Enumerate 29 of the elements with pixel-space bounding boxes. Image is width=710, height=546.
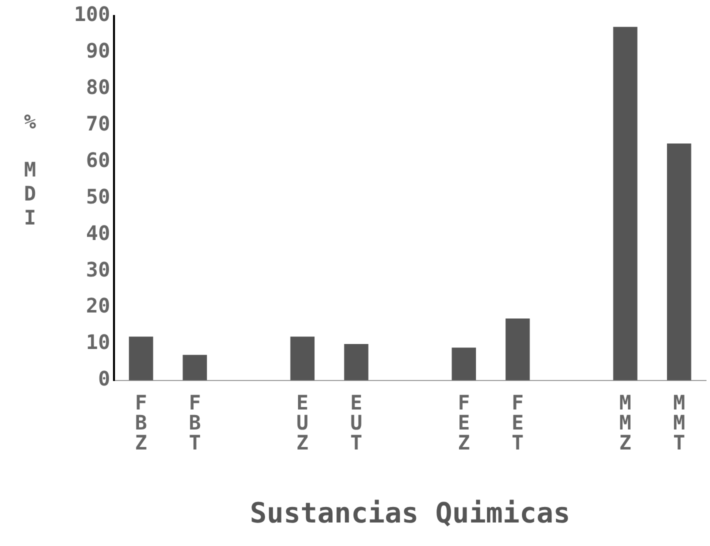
- bar: [182, 354, 207, 380]
- y-tick-label: 50: [86, 184, 110, 208]
- y-tick-label: 100: [74, 2, 110, 26]
- y-tick-label: 10: [86, 330, 110, 354]
- x-tick-label: FEZ: [458, 390, 470, 455]
- x-tick-label: FBZ: [135, 390, 148, 455]
- x-tick-label: MMT: [673, 390, 686, 455]
- x-tick-label: MMZ: [619, 390, 632, 455]
- y-tick-label: 20: [86, 294, 110, 318]
- y-tick-label: 0: [98, 366, 110, 391]
- x-tick-label: EUZ: [296, 390, 308, 455]
- y-tick-label: 60: [86, 148, 110, 172]
- bar: [666, 144, 692, 380]
- bar: [613, 26, 638, 380]
- bar: [128, 336, 154, 380]
- x-axis-title: Sustancias Quimicas: [250, 496, 570, 530]
- bar: [506, 318, 530, 380]
- x-tick-label: FET: [512, 390, 524, 455]
- y-tick-label: 80: [86, 75, 110, 100]
- x-tick-label: FBT: [188, 390, 201, 455]
- y-tick-label: 40: [86, 220, 110, 245]
- text: % MDI: [24, 109, 36, 230]
- bar: [344, 344, 368, 380]
- y-tick-label: 30: [86, 257, 110, 282]
- y-tick-label: 90: [86, 38, 110, 63]
- bar: [290, 336, 315, 380]
- x-tick-label: EUT: [350, 390, 362, 455]
- y-tick-label: 70: [86, 112, 110, 136]
- bar: [452, 348, 476, 380]
